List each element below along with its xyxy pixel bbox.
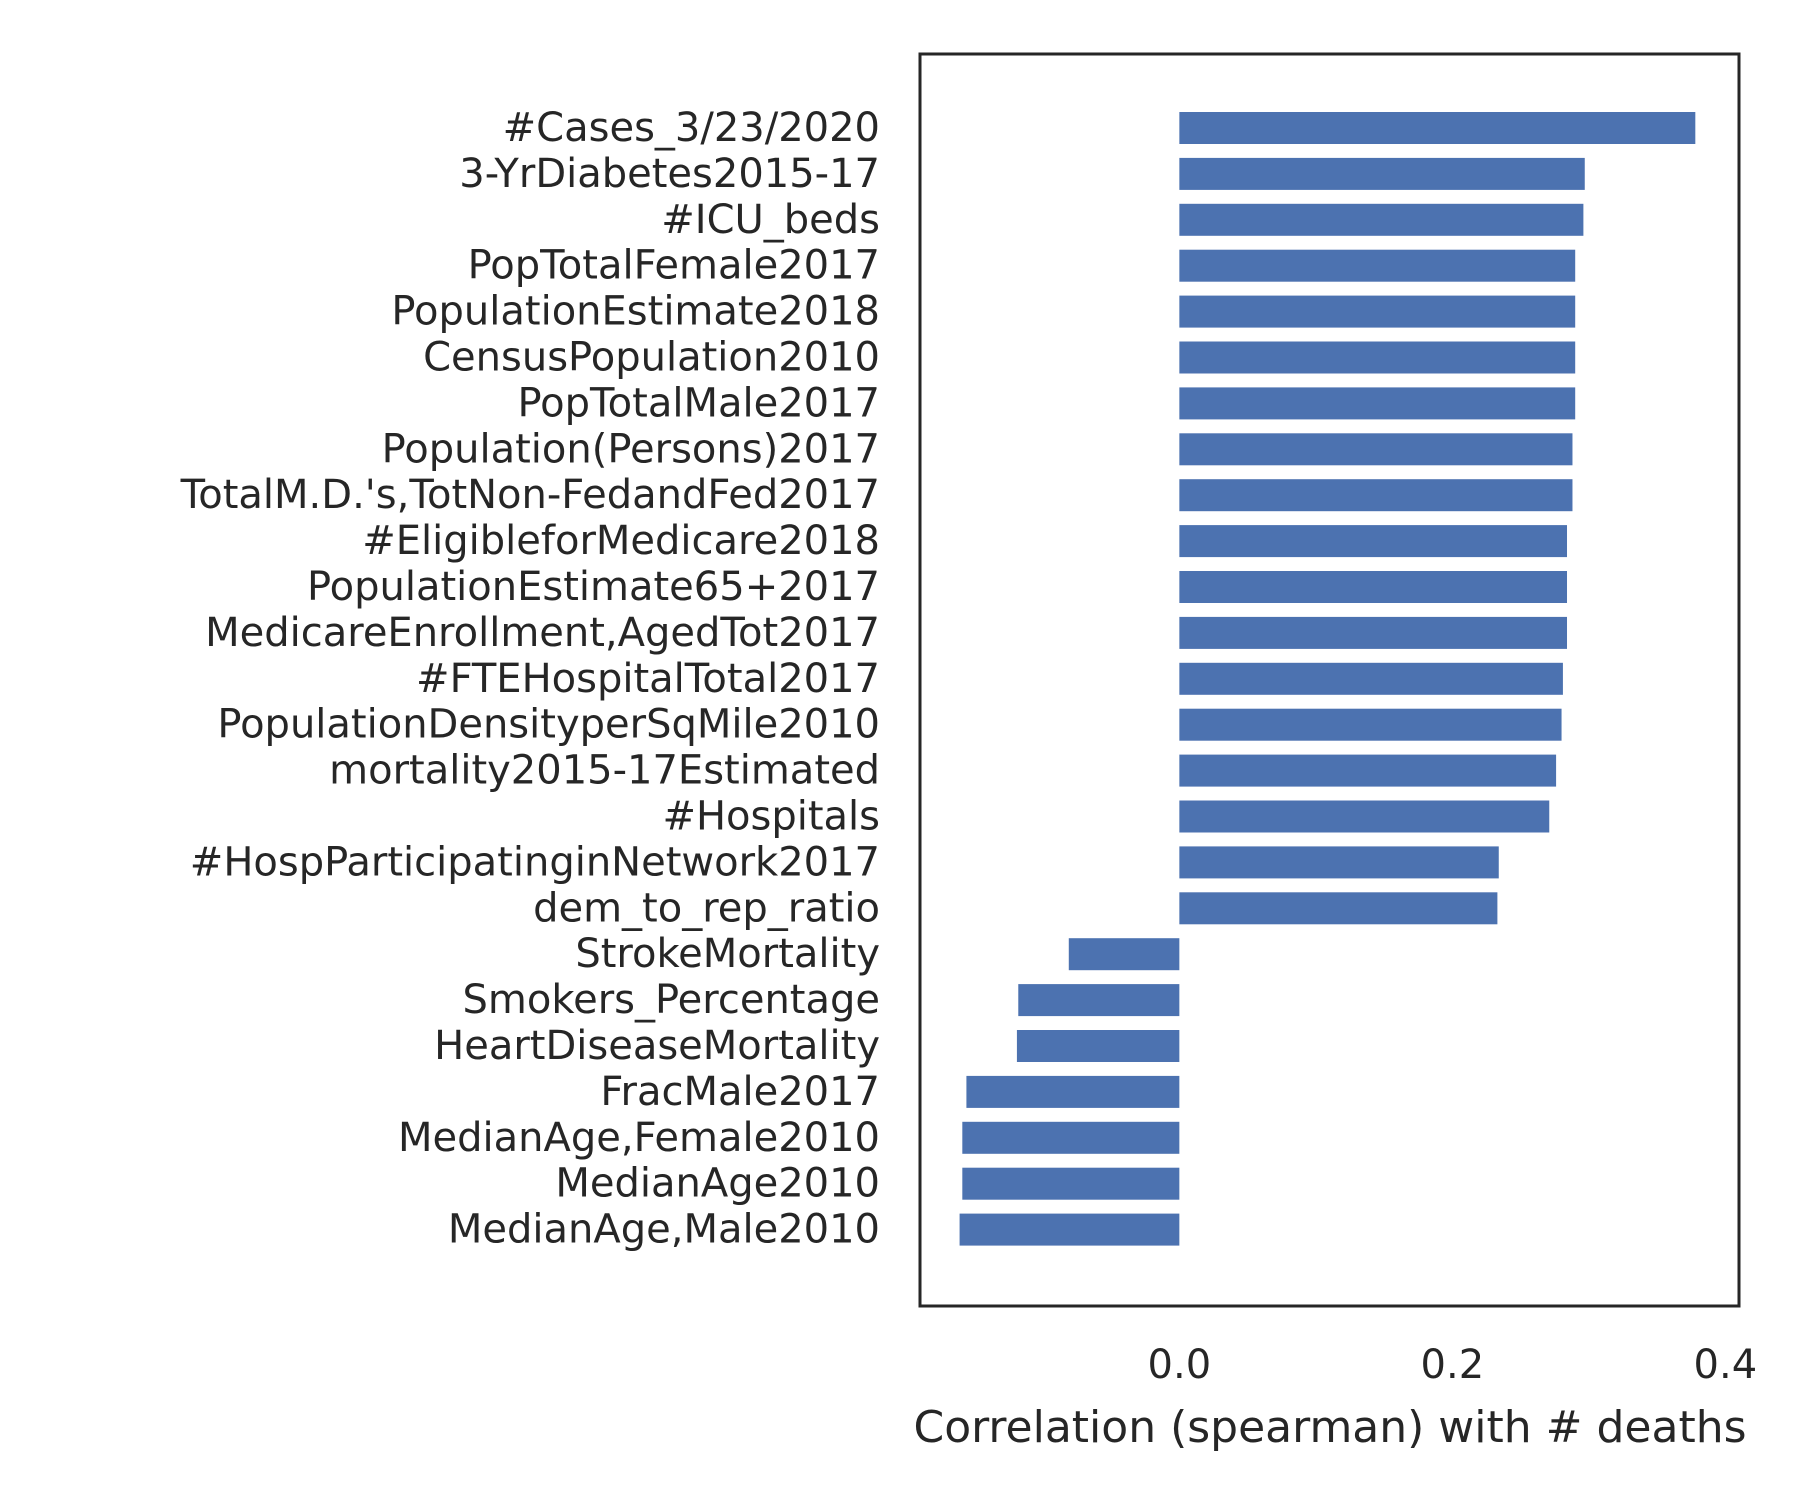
y-tick-label: Population(Persons)2017 xyxy=(382,426,880,472)
bar xyxy=(1179,846,1499,879)
y-tick-label: #Hospitals xyxy=(662,794,880,840)
y-tick-label: Smokers_Percentage xyxy=(463,977,880,1023)
y-tick-label: HeartDiseaseMortality xyxy=(434,1023,880,1069)
bar xyxy=(1068,938,1180,971)
y-tick-label: MedianAge,Male2010 xyxy=(448,1207,880,1253)
bar xyxy=(1179,754,1557,787)
y-tick-label: #ICU_beds xyxy=(661,197,880,243)
bar xyxy=(1179,341,1576,374)
y-tick-label: MedianAge,Female2010 xyxy=(398,1115,880,1161)
bar xyxy=(1179,433,1573,466)
bar xyxy=(962,1167,1180,1200)
bar xyxy=(1179,157,1585,190)
bar xyxy=(1016,1030,1180,1062)
bar xyxy=(962,1121,1180,1154)
y-tick-label: PopTotalFemale2017 xyxy=(468,243,880,289)
y-tick-label: CensusPopulation2010 xyxy=(423,335,880,381)
bar xyxy=(1179,203,1584,236)
bar xyxy=(1179,708,1562,741)
x-tick-labels: 0.0 0.2 0.4 xyxy=(1148,1342,1758,1388)
plot-frame xyxy=(918,52,1741,1308)
bar xyxy=(959,1213,1180,1246)
y-tick-label: #HospParticipatinginNetwork2017 xyxy=(190,839,880,885)
y-tick-label: PopulationEstimate2018 xyxy=(391,289,880,335)
y-tick-label: PopulationDensityperSqMile2010 xyxy=(217,702,880,748)
bar xyxy=(1179,479,1573,512)
bar xyxy=(1179,800,1550,833)
bar xyxy=(1179,571,1568,603)
y-tick-label: TotalM.D.'s,TotNon-FedandFed2017 xyxy=(180,472,880,518)
bar xyxy=(966,1075,1180,1108)
y-tick-label: #Cases_3/23/2020 xyxy=(503,105,880,151)
bar xyxy=(1179,387,1576,420)
x-tick-label: 0.4 xyxy=(1694,1342,1758,1388)
y-tick-label: PopulationEstimate65+2017 xyxy=(307,564,880,610)
y-tick-label: mortality2015-17Estimated xyxy=(329,748,880,794)
bar xyxy=(1179,525,1568,558)
x-axis-label: Correlation (spearman) with # deaths xyxy=(913,1402,1746,1453)
bar xyxy=(1179,249,1576,282)
y-tick-label: MedicareEnrollment,AgedTot2017 xyxy=(205,610,880,656)
y-tick-label: #EligibleforMedicare2018 xyxy=(362,518,880,564)
bars xyxy=(959,112,1696,1246)
bar xyxy=(1179,662,1563,695)
bar xyxy=(1179,295,1576,328)
y-tick-label: PopTotalMale2017 xyxy=(517,380,880,426)
y-tick-label: MedianAge2010 xyxy=(555,1161,880,1207)
y-tick-labels: #Cases_3/23/20203-YrDiabetes2015-17#ICU_… xyxy=(180,105,880,1253)
x-tick-label: 0.0 xyxy=(1148,1342,1212,1388)
bar xyxy=(1179,112,1696,144)
bar xyxy=(1179,616,1568,649)
bar xyxy=(1179,892,1498,925)
x-tick-label: 0.2 xyxy=(1421,1342,1485,1388)
y-tick-label: #FTEHospitalTotal2017 xyxy=(416,656,880,702)
bar xyxy=(1018,984,1180,1017)
y-tick-label: StrokeMortality xyxy=(575,931,880,977)
y-tick-label: FracMale2017 xyxy=(600,1069,880,1115)
y-tick-label: 3-YrDiabetes2015-17 xyxy=(459,151,880,197)
y-tick-label: dem_to_rep_ratio xyxy=(533,885,880,931)
